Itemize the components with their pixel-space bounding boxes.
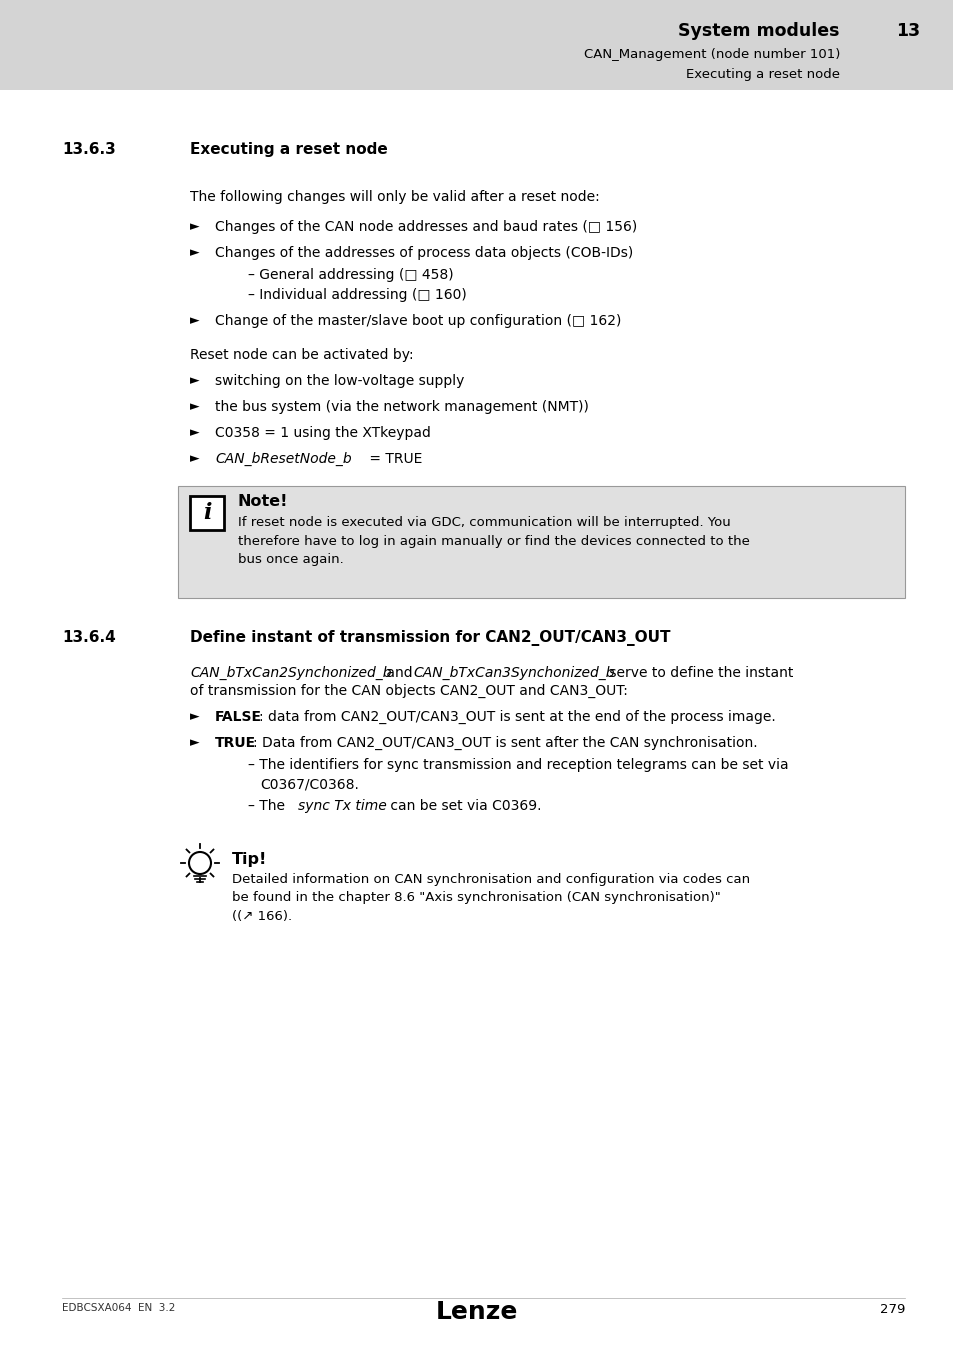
Text: ►: ► [190,220,199,234]
Text: – The: – The [248,799,289,813]
Text: : data from CAN2_OUT/CAN3_OUT is sent at the end of the process image.: : data from CAN2_OUT/CAN3_OUT is sent at… [258,710,775,724]
Text: and: and [381,666,416,680]
Text: 279: 279 [879,1303,904,1316]
Text: ►: ► [190,452,199,464]
Text: ►: ► [190,710,199,724]
Text: of transmission for the CAN objects CAN2_OUT and CAN3_OUT:: of transmission for the CAN objects CAN2… [190,684,627,698]
Text: Change of the master/slave boot up configuration (□ 162): Change of the master/slave boot up confi… [214,315,620,328]
Text: EDBCSXA064  EN  3.2: EDBCSXA064 EN 3.2 [62,1303,175,1314]
Text: – The identifiers for sync transmission and reception telegrams can be set via: – The identifiers for sync transmission … [248,757,788,772]
Text: If reset node is executed via GDC, communication will be interrupted. You
theref: If reset node is executed via GDC, commu… [237,516,749,566]
Bar [0,0,953,90]
Text: – Individual addressing (□ 160): – Individual addressing (□ 160) [248,288,466,302]
Text: ►: ► [190,736,199,749]
Text: The following changes will only be valid after a reset node:: The following changes will only be valid… [190,190,599,204]
Text: 13.6.4: 13.6.4 [62,630,115,645]
Text: can be set via C0369.: can be set via C0369. [386,799,541,813]
Text: the bus system (via the network management (NMT)): the bus system (via the network manageme… [214,400,588,414]
Text: Changes of the CAN node addresses and baud rates (□ 156): Changes of the CAN node addresses and ba… [214,220,637,234]
Text: 13: 13 [895,22,919,40]
Text: Tip!: Tip! [232,852,267,867]
Text: ►: ► [190,400,199,413]
Text: C0358 = 1 using the XTkeypad: C0358 = 1 using the XTkeypad [214,427,431,440]
Text: ►: ► [190,374,199,387]
Text: System modules: System modules [678,22,840,40]
Text: FALSE: FALSE [214,710,262,724]
Bar [190,495,224,531]
Text: Note!: Note! [237,494,288,509]
Text: ►: ► [190,315,199,327]
Text: Define instant of transmission for CAN2_OUT/CAN3_OUT: Define instant of transmission for CAN2_… [190,630,670,647]
Text: C0367/C0368.: C0367/C0368. [260,778,358,791]
Text: Executing a reset node: Executing a reset node [190,142,387,157]
Text: serve to define the instant: serve to define the instant [604,666,793,680]
Text: TRUE: TRUE [214,736,255,751]
Text: i: i [203,502,211,524]
Text: = TRUE: = TRUE [365,452,422,466]
Text: Changes of the addresses of process data objects (COB-IDs): Changes of the addresses of process data… [214,246,633,261]
Text: Lenze: Lenze [436,1300,517,1324]
Text: 13.6.3: 13.6.3 [62,142,115,157]
Text: Detailed information on CAN synchronisation and configuration via codes can
be f: Detailed information on CAN synchronisat… [232,873,749,923]
Text: – General addressing (□ 458): – General addressing (□ 458) [248,269,453,282]
Text: switching on the low-voltage supply: switching on the low-voltage supply [214,374,464,387]
Text: CAN_bTxCan2Synchonized_b: CAN_bTxCan2Synchonized_b [190,666,391,680]
Text: CAN_Management (node number 101): CAN_Management (node number 101) [583,49,840,61]
Text: ►: ► [190,427,199,439]
Text: sync Tx time: sync Tx time [297,799,386,813]
Bar [178,486,904,598]
Text: CAN_bResetNode_b: CAN_bResetNode_b [214,452,352,466]
Text: : Data from CAN2_OUT/CAN3_OUT is sent after the CAN synchronisation.: : Data from CAN2_OUT/CAN3_OUT is sent af… [253,736,757,751]
Text: CAN_bTxCan3Synchonized_b: CAN_bTxCan3Synchonized_b [413,666,614,680]
Text: ►: ► [190,246,199,259]
Text: Reset node can be activated by:: Reset node can be activated by: [190,348,414,362]
Text: Executing a reset node: Executing a reset node [685,68,840,81]
